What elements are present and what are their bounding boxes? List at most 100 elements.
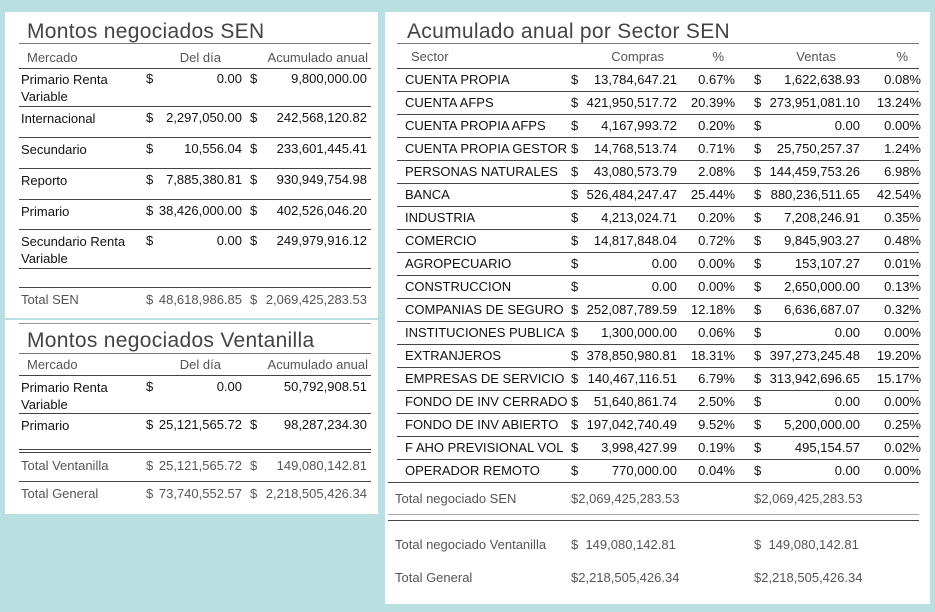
total-general-label: Total General	[21, 486, 99, 501]
row-divider	[397, 137, 919, 138]
acumulado-cell: 242,568,120.82	[276, 110, 367, 125]
currency-symbol: $	[146, 417, 154, 432]
currency-symbol: $	[754, 210, 762, 225]
total-general-del-dia: 73,740,552.57	[158, 486, 242, 501]
total-row: Total General $2,218,505,426.34 $2,218,505…	[385, 570, 930, 588]
total-row: Total negociado SEN $2,069,425,283.53 $2,0…	[385, 491, 930, 509]
col-ventas: Ventas	[796, 49, 836, 64]
ventas-cell: 0.00	[834, 325, 860, 340]
del-dia-cell: 0.00	[216, 233, 242, 248]
ventas-pct-cell: 0.35%	[884, 210, 921, 225]
sector-cell: EMPRESAS DE SERVICIO	[405, 371, 565, 386]
mercado-cell: Secundario	[21, 142, 87, 157]
acumulado-cell: 930,949,754.98	[276, 172, 367, 187]
compras-pct-cell: 25.44%	[690, 187, 735, 202]
col-del-dia: Del día	[179, 50, 221, 65]
currency-symbol: $	[571, 302, 579, 317]
currency-symbol: $	[754, 118, 762, 133]
acumulado-sector-title: Acumulado anual por Sector SEN	[407, 20, 731, 43]
ventas-pct-cell: 0.00%	[884, 394, 921, 409]
row-divider	[19, 168, 371, 169]
compras-pct-cell: 6.79%	[698, 371, 735, 386]
mercado-cell: Primario	[21, 418, 70, 433]
row-divider	[19, 268, 371, 269]
col-acumulado-anual: Acumulado anual	[267, 50, 368, 65]
ventas-pct-cell: 0.08%	[884, 72, 921, 87]
currency-symbol: $	[250, 141, 258, 156]
currency-symbol: $	[754, 256, 762, 271]
ventas-cell: 7,208,246.91	[784, 210, 860, 225]
ventas-cell: 144,459,753.26	[769, 164, 860, 179]
ventas-pct-cell: 6.98%	[884, 164, 921, 179]
montos-ventanilla-title: Montos negociados Ventanilla	[27, 329, 315, 352]
row-divider	[397, 344, 919, 345]
sector-cell: F AHO PREVISIONAL VOL	[405, 440, 564, 455]
acumulado-cell: 233,601,445.41	[276, 141, 367, 156]
table-row: FONDO DE INV CERRADO $51,640,861.74 2.50% $…	[385, 394, 930, 412]
currency-symbol: $	[571, 95, 579, 110]
compras-pct-cell: 0.20%	[698, 210, 735, 225]
mercado-cell: Primario Renta Variable	[21, 72, 108, 104]
sector-cell: AGROPECUARIO	[405, 256, 512, 271]
sector-cell: CUENTA PROPIA	[405, 72, 510, 87]
table-row: EMPRESAS DE SERVICIO $140,467,116.51 6.79%…	[385, 371, 930, 389]
ventas-pct-cell: 0.01%	[884, 256, 921, 271]
ventas-pct-cell: 0.48%	[884, 233, 921, 248]
row-divider	[19, 229, 371, 230]
compras-pct-cell: 0.04%	[698, 463, 735, 478]
table-row: Internacional $2,297,050.00 $242,568,120.8…	[5, 110, 378, 146]
row-divider	[397, 229, 919, 230]
currency-symbol: $	[571, 371, 579, 386]
compras-cell: 1,300,000.00	[601, 325, 677, 340]
currency-symbol: $	[146, 486, 154, 501]
row-divider	[397, 275, 919, 276]
currency-symbol: $	[571, 440, 579, 455]
currency-symbol: $	[571, 210, 579, 225]
ventas-cell: 153,107.27	[794, 256, 860, 271]
currency-symbol: $	[146, 203, 154, 218]
compras-pct-cell: 0.00%	[698, 256, 735, 271]
total-sen-row: Total SEN $ 48,618,986.85 $ 2,069,425,28…	[5, 292, 378, 310]
currency-symbol: $	[146, 141, 154, 156]
col-sector: Sector	[411, 49, 449, 64]
row-divider	[397, 252, 919, 253]
montos-sen-title: Montos negociados SEN	[27, 20, 265, 43]
total-ventas: $2,218,505,426.34	[754, 570, 863, 585]
compras-cell: 526,484,247.47	[586, 187, 677, 202]
ventas-cell: 0.00	[834, 463, 860, 478]
table-row: CUENTA AFPS $421,950,517.72 20.39% $273,951…	[385, 95, 930, 113]
col-compras: Compras	[611, 49, 664, 64]
compras-cell: 4,213,024.71	[601, 210, 677, 225]
currency-symbol: $	[754, 440, 762, 455]
table-row: Primario $38,426,000.00 $402,526,046.20	[5, 203, 378, 239]
currency-symbol: $	[250, 417, 258, 432]
currency-symbol: $	[754, 371, 762, 386]
currency-symbol: $	[250, 172, 258, 187]
total-sen-acumulado: 2,069,425,283.53	[265, 292, 367, 307]
currency-symbol: $	[754, 279, 762, 294]
compras-cell: 3,998,427.99	[601, 440, 677, 455]
currency-symbol: $	[754, 187, 762, 202]
row-divider	[19, 199, 371, 200]
compras-cell: 252,087,789.59	[586, 302, 677, 317]
table-row: Reporto $7,885,380.81 $930,949,754.98	[5, 172, 378, 208]
ventas-cell: 5,200,000.00	[784, 417, 860, 432]
compras-cell: 51,640,861.74	[593, 394, 677, 409]
currency-symbol: $	[571, 164, 579, 179]
ventas-cell: 0.00	[834, 394, 860, 409]
ventas-pct-cell: 0.32%	[884, 302, 921, 317]
montos-sen-panel: Montos negociados SEN Mercado Del día Ac…	[5, 12, 378, 318]
montos-ventanilla-panel: Montos negociados Ventanilla Mercado Del…	[5, 320, 378, 514]
table-row: Primario $25,121,565.72 $98,287,234.30	[5, 417, 378, 453]
compras-pct-cell: 2.50%	[698, 394, 735, 409]
compras-cell: 0.00	[651, 256, 677, 271]
total-ventanilla-label: Total Ventanilla	[21, 458, 109, 473]
compras-cell: 4,167,993.72	[601, 118, 677, 133]
mercado-cell: Reporto	[21, 173, 68, 188]
ventas-cell: 9,845,903.27	[784, 233, 860, 248]
total-ventanilla-del-dia: 25,121,565.72	[158, 458, 242, 473]
del-dia-cell: 25,121,565.72	[158, 417, 242, 432]
compras-pct-cell: 20.39%	[690, 95, 735, 110]
row-divider	[397, 390, 919, 391]
col-ventas-pct: %	[896, 49, 908, 64]
